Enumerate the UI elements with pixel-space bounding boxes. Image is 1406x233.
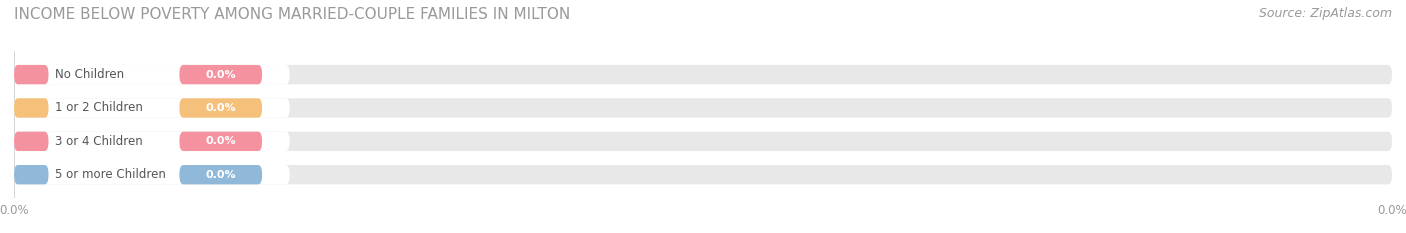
- FancyBboxPatch shape: [14, 132, 1392, 151]
- Text: No Children: No Children: [55, 68, 125, 81]
- FancyBboxPatch shape: [14, 165, 290, 184]
- Text: 0.0%: 0.0%: [205, 103, 236, 113]
- FancyBboxPatch shape: [14, 165, 48, 184]
- Text: INCOME BELOW POVERTY AMONG MARRIED-COUPLE FAMILIES IN MILTON: INCOME BELOW POVERTY AMONG MARRIED-COUPL…: [14, 7, 571, 22]
- Text: 5 or more Children: 5 or more Children: [55, 168, 166, 181]
- FancyBboxPatch shape: [14, 165, 1392, 184]
- FancyBboxPatch shape: [14, 65, 1392, 84]
- FancyBboxPatch shape: [14, 65, 290, 84]
- Text: 1 or 2 Children: 1 or 2 Children: [55, 102, 143, 114]
- FancyBboxPatch shape: [180, 132, 262, 151]
- FancyBboxPatch shape: [14, 132, 290, 151]
- FancyBboxPatch shape: [180, 65, 262, 84]
- FancyBboxPatch shape: [14, 98, 48, 118]
- FancyBboxPatch shape: [14, 65, 48, 84]
- FancyBboxPatch shape: [14, 98, 1392, 118]
- FancyBboxPatch shape: [14, 132, 48, 151]
- Text: Source: ZipAtlas.com: Source: ZipAtlas.com: [1258, 7, 1392, 20]
- Text: 3 or 4 Children: 3 or 4 Children: [55, 135, 143, 148]
- Text: 0.0%: 0.0%: [205, 136, 236, 146]
- Text: 0.0%: 0.0%: [205, 70, 236, 80]
- FancyBboxPatch shape: [14, 98, 290, 118]
- FancyBboxPatch shape: [180, 98, 262, 118]
- Text: 0.0%: 0.0%: [205, 170, 236, 180]
- FancyBboxPatch shape: [180, 165, 262, 184]
